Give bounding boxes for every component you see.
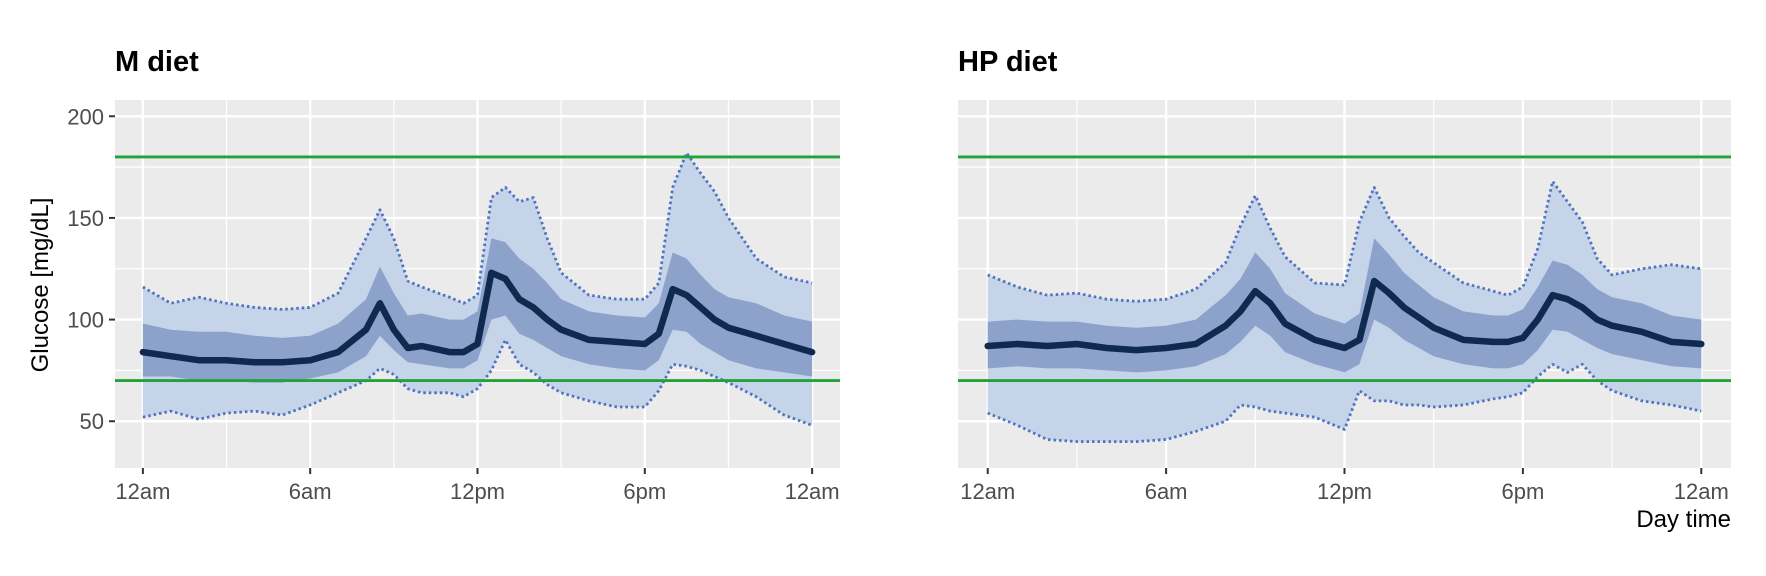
x-tick-label-p1: 12am <box>115 479 170 504</box>
x-tick-label-p2: 12am <box>1674 479 1729 504</box>
upper-bound-line-p1 <box>142 151 813 311</box>
x-tick-label-p1: 6pm <box>623 479 666 504</box>
x-tick-label-p1: 12am <box>785 479 840 504</box>
y-tick-label-p1: 200 <box>67 104 104 129</box>
panel-p1: M diet 12am 6am 12pm 6pm 12am 50 100 150 200 <box>67 46 840 504</box>
panel-title-p2: HP diet <box>958 46 1058 78</box>
x-tick-label-p2: 12pm <box>1317 479 1372 504</box>
median-line-p1 <box>139 269 816 366</box>
x-tick-label-p1: 12pm <box>450 479 505 504</box>
panel-title-p1: M diet <box>115 46 199 78</box>
y-axis-title: Glucose [mg/dL] <box>27 198 54 373</box>
panel-p2: HP diet 12am 6am 12pm 6pm 12am <box>958 46 1731 504</box>
upper-bound-line-p2 <box>987 179 1702 303</box>
y-tick-label-p1: 100 <box>67 308 104 333</box>
x-tick-label-p2: 6pm <box>1501 479 1544 504</box>
x-tick-label-p2: 12am <box>960 479 1015 504</box>
y-tick-label-p1: 150 <box>67 206 104 231</box>
y-tick-label-p1: 50 <box>80 409 104 434</box>
median-line-p2 <box>984 277 1705 354</box>
outer-band-p2 <box>987 181 1702 442</box>
x-axis-title: Day time <box>1636 506 1731 533</box>
x-tick-label-p1: 6am <box>289 479 332 504</box>
x-tick-label-p2: 6am <box>1145 479 1188 504</box>
